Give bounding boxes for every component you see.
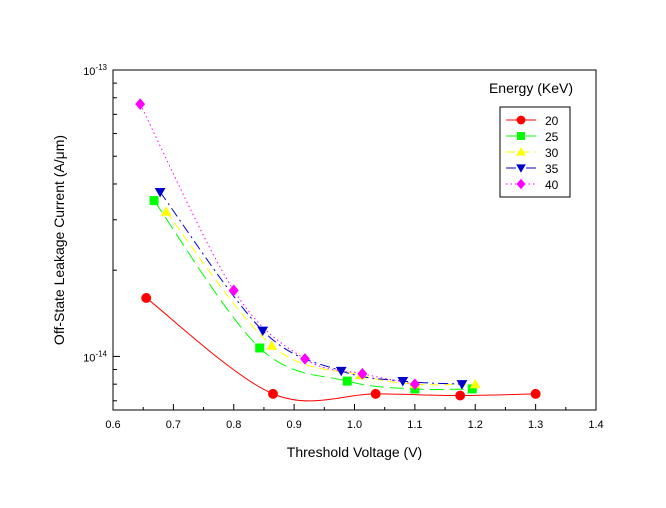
series-20-point — [268, 388, 278, 399]
x-tick-label: 1.1 — [407, 419, 422, 431]
series-35-line — [159, 191, 462, 385]
y-tick-label: 10-14 — [83, 349, 107, 364]
x-axis-label: Threshold Voltage (V) — [287, 444, 422, 460]
series-35-point — [154, 187, 166, 198]
x-tick-label: 0.7 — [166, 419, 181, 431]
series-20-line — [145, 297, 536, 402]
series-35-point — [456, 380, 468, 390]
series-40-point — [228, 284, 239, 297]
legend-30-label: 30 — [545, 146, 559, 160]
legend-35-label: 35 — [545, 162, 559, 176]
x-tick-label: 1.3 — [528, 419, 543, 431]
series-markers — [135, 98, 541, 401]
y-tick-label: 10-13 — [83, 63, 107, 78]
series-35-point — [335, 366, 347, 377]
series-25-line — [153, 200, 473, 390]
legend-40-label: 40 — [545, 178, 559, 192]
series-30-point — [469, 378, 481, 389]
x-tick-label: 0.9 — [286, 419, 301, 431]
series-40-point — [300, 353, 310, 365]
legend-25-marker — [517, 132, 525, 140]
x-tick-label: 0.6 — [105, 419, 120, 431]
x-axis: 0.6 0.7 0.8 0.9 1.0 1.1 1.2 1.3 1.4 — [105, 404, 604, 431]
series-20-point — [141, 293, 152, 303]
series-30-line — [165, 211, 476, 386]
series-20-point — [455, 390, 466, 401]
series-20-point — [530, 388, 541, 399]
series-40-line — [139, 103, 415, 385]
legend-25-label: 25 — [545, 130, 559, 144]
series-20-point — [370, 388, 381, 399]
legend-30-marker — [516, 147, 526, 156]
series-curves — [139, 103, 536, 402]
x-tick-label: 1.0 — [347, 419, 362, 431]
series-25-point — [149, 196, 159, 206]
legend-40-marker — [516, 178, 526, 190]
series-35-point — [257, 326, 269, 337]
series-30-point — [266, 340, 278, 350]
legend-20-marker — [516, 115, 526, 125]
y-axis-label: Off-State Leakage Current (A/μm) — [51, 135, 67, 345]
series-25-point — [342, 376, 352, 386]
series-25-point — [467, 384, 477, 394]
series-40-point — [357, 367, 368, 380]
x-tick-label: 1.2 — [468, 419, 483, 431]
legend-35-marker — [516, 164, 526, 173]
legend-20-label: 20 — [545, 114, 559, 128]
legend-items: 20 25 30 35 40 — [506, 114, 559, 192]
series-35-point — [397, 377, 409, 387]
y-axis: 10-14 10-13 — [83, 63, 120, 402]
series-40-point — [135, 98, 146, 110]
x-tick-label: 0.8 — [226, 419, 241, 431]
series-25-point — [255, 343, 265, 353]
legend-title: Energy (KeV) — [489, 80, 573, 96]
series-30-point — [160, 206, 172, 216]
x-tick-label: 1.4 — [588, 419, 603, 431]
series-40-point — [409, 378, 420, 391]
